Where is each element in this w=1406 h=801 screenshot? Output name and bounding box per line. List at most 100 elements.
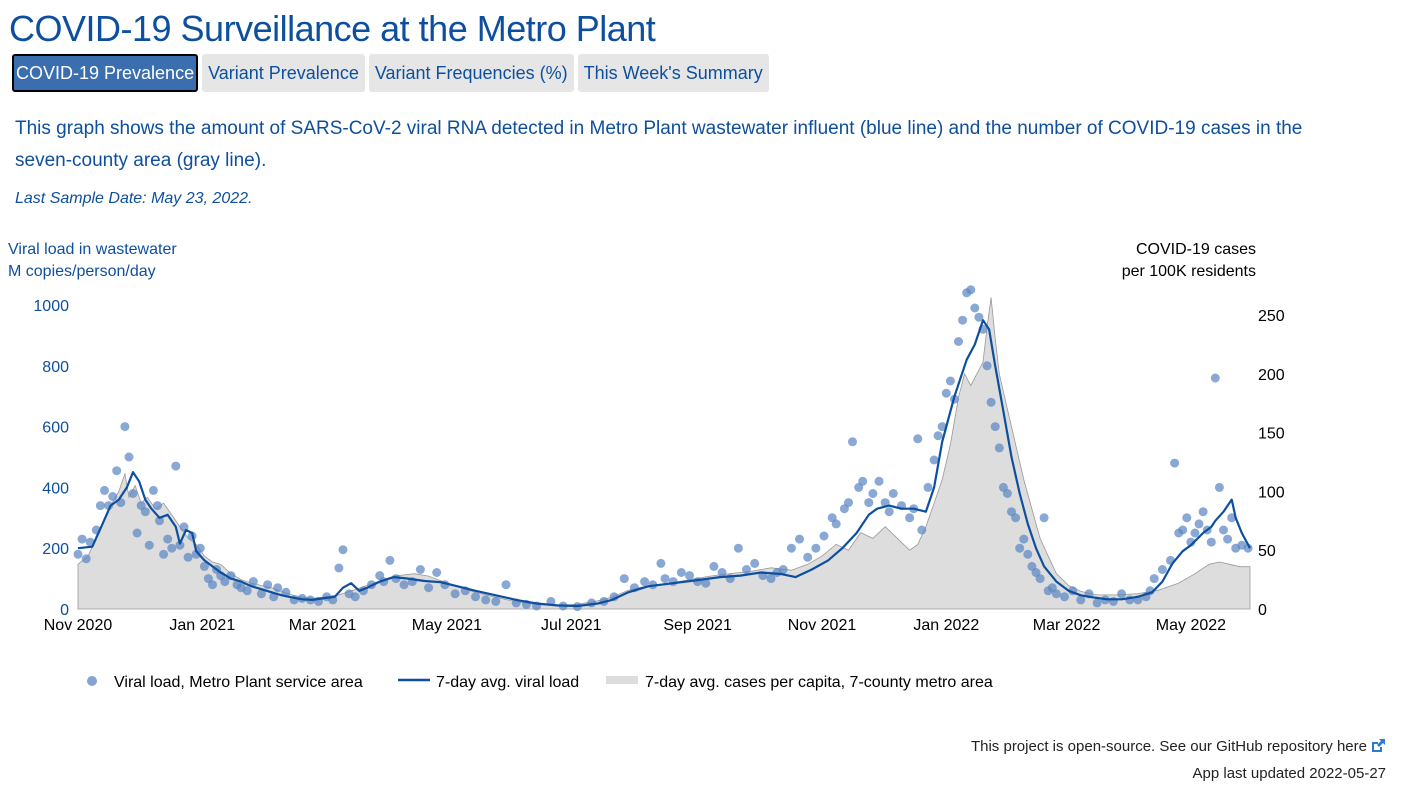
viral-load-point xyxy=(656,558,666,568)
right-tick-label: 150 xyxy=(1258,426,1285,443)
viral-load-point xyxy=(450,589,460,599)
viral-load-point xyxy=(982,361,992,371)
viral-load-point xyxy=(685,571,694,581)
viral-load-point xyxy=(248,577,258,587)
right-axis-ticks: 0 50 100 150 200 250 xyxy=(1258,308,1285,619)
viral-load-point xyxy=(159,549,169,559)
viral-load-point xyxy=(334,563,344,573)
github-link-text: This project is open-source. See our Git… xyxy=(970,738,1367,755)
right-tick-label: 250 xyxy=(1258,308,1285,325)
left-axis-title-line1: Viral load in wastewater xyxy=(8,241,177,258)
viral-load-point xyxy=(966,285,976,295)
viral-load-point xyxy=(195,543,205,553)
viral-load-point xyxy=(208,580,217,590)
viral-load-point xyxy=(163,534,173,544)
legend-viral-load-label: Viral load, Metro Plant service area xyxy=(114,674,363,691)
left-axis-title-line2: M copies/person/day xyxy=(8,263,156,280)
page-title: COVID-19 Surveillance at the Metro Plant xyxy=(9,8,656,49)
viral-load-point xyxy=(1210,373,1220,383)
viral-load-point xyxy=(1092,598,1102,608)
tab-bar: COVID-19 Prevalence Variant Prevalence V… xyxy=(12,54,769,92)
viral-load-point xyxy=(104,501,114,511)
viral-load-point xyxy=(350,592,360,602)
viral-load-point xyxy=(803,552,813,562)
viral-load-point xyxy=(1206,537,1216,547)
github-link[interactable]: This project is open-source. See our Git… xyxy=(971,738,1386,755)
viral-load-point xyxy=(974,312,984,322)
viral-load-line-layer xyxy=(77,319,1251,608)
viral-load-point xyxy=(1060,592,1069,602)
viral-load-point xyxy=(73,549,83,559)
viral-load-point xyxy=(242,586,252,596)
viral-load-point xyxy=(844,498,853,508)
legend-cases-label: 7-day avg. cases per capita, 7-county me… xyxy=(645,674,993,691)
right-tick-label: 100 xyxy=(1258,484,1285,501)
viral-load-point xyxy=(148,485,158,495)
external-link-icon xyxy=(1372,739,1385,752)
viral-load-point xyxy=(905,513,915,523)
left-tick-label: 200 xyxy=(42,541,69,558)
tab-variant-frequencies[interactable]: Variant Frequencies (%) xyxy=(368,54,574,92)
left-axis-title: Viral load in wastewater M copies/person… xyxy=(8,241,177,280)
viral-load-point xyxy=(399,580,409,590)
viral-load-point xyxy=(733,543,743,553)
viral-load-point xyxy=(124,452,134,462)
viral-load-point xyxy=(155,516,164,526)
viral-load-point xyxy=(884,507,894,517)
viral-load-point xyxy=(112,466,122,476)
left-tick-label: 1000 xyxy=(33,298,69,315)
viral-load-point xyxy=(1015,543,1025,553)
viral-load-point xyxy=(709,561,719,571)
viral-load-point xyxy=(848,437,857,447)
viral-load-point xyxy=(144,540,154,550)
left-axis-ticks: 0 200 400 600 800 1000 xyxy=(33,298,69,619)
viral-load-point xyxy=(338,545,348,555)
viral-load-point xyxy=(1035,574,1045,584)
viral-load-point xyxy=(1117,589,1127,599)
viral-load-point xyxy=(140,507,150,517)
viral-load-point xyxy=(941,388,951,398)
viral-load-point xyxy=(183,552,193,562)
viral-load-point xyxy=(929,455,939,465)
viral-load-point xyxy=(676,568,686,577)
viral-load-point xyxy=(1223,534,1233,544)
x-axis-ticks: Nov 2020 Jan 2021 Mar 2021 May 2021 Jul 2021… xyxy=(44,617,1226,634)
viral-load-point xyxy=(640,577,650,587)
viral-load-point xyxy=(717,568,727,577)
viral-load-point xyxy=(888,489,898,498)
viral-load-point xyxy=(766,574,776,584)
viral-load-point xyxy=(1023,549,1033,559)
chart-legend: Viral load, Metro Plant service area 7-d… xyxy=(87,674,993,691)
tab-variant-prevalence[interactable]: Variant Prevalence xyxy=(202,54,365,92)
viral-load-point xyxy=(1076,595,1086,605)
x-tick-label: Jan 2022 xyxy=(913,617,979,634)
viral-load-point xyxy=(171,461,181,471)
x-tick-label: Mar 2021 xyxy=(289,617,357,634)
x-tick-label: Jul 2021 xyxy=(541,617,602,634)
viral-load-point xyxy=(385,555,395,565)
viral-load-point xyxy=(742,565,751,574)
viral-load-point xyxy=(970,303,980,313)
x-tick-label: Nov 2021 xyxy=(788,617,857,634)
viral-load-point xyxy=(913,434,923,444)
viral-load-point xyxy=(958,315,968,325)
right-tick-label: 50 xyxy=(1258,543,1276,560)
viral-load-points-layer xyxy=(73,285,1253,612)
viral-load-point xyxy=(954,337,963,346)
viral-load-point xyxy=(1194,519,1204,529)
viral-load-point xyxy=(750,558,760,568)
app-updated: App last updated 2022-05-27 xyxy=(1192,765,1386,782)
last-sample-date: Last Sample Date: May 23, 2022. xyxy=(15,190,253,207)
viral-load-point xyxy=(1002,489,1012,498)
viral-load-point xyxy=(491,596,501,606)
viral-load-point xyxy=(990,422,1000,432)
viral-load-point xyxy=(1051,589,1061,599)
x-tick-label: Sep 2021 xyxy=(663,617,732,634)
viral-load-point xyxy=(1157,565,1167,574)
github-note: This project is open-source. See our Git… xyxy=(971,738,1386,755)
viral-load-point xyxy=(945,376,955,386)
tab-weekly-summary[interactable]: This Week's Summary xyxy=(577,54,769,92)
tab-covid-prevalence[interactable]: COVID-19 Prevalence xyxy=(12,54,199,92)
viral-load-point xyxy=(868,489,878,498)
viral-load-point xyxy=(175,540,185,550)
